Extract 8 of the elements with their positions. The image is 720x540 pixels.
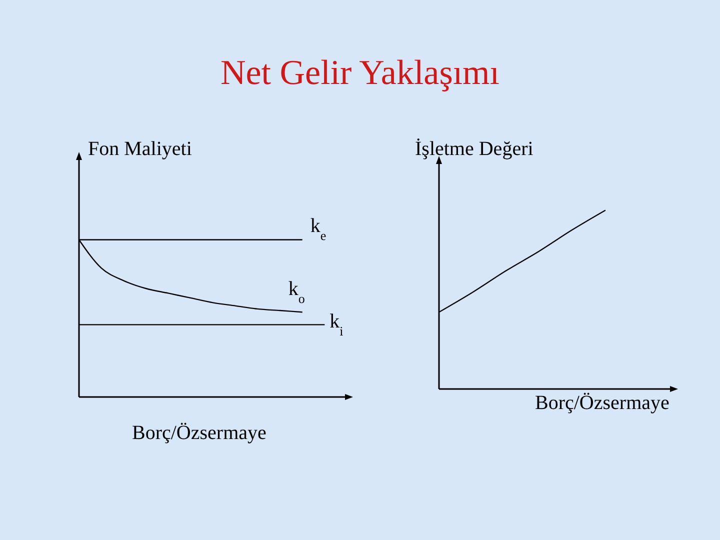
y-axis-title: İşletme Değeri xyxy=(415,138,534,161)
x-axis-title: Borç/Özsermaye xyxy=(535,392,670,415)
series-label: k$_{o}$ xyxy=(288,278,305,306)
x-axis-title: Borç/Özsermaye xyxy=(132,422,266,445)
series-label: k$_{i}$ xyxy=(330,310,344,338)
chart-title: Net Gelir Yaklaşımı xyxy=(219,53,500,92)
y-axis-title: Fon Maliyeti xyxy=(88,138,192,161)
series-label: k$_{e}$ xyxy=(310,214,326,242)
